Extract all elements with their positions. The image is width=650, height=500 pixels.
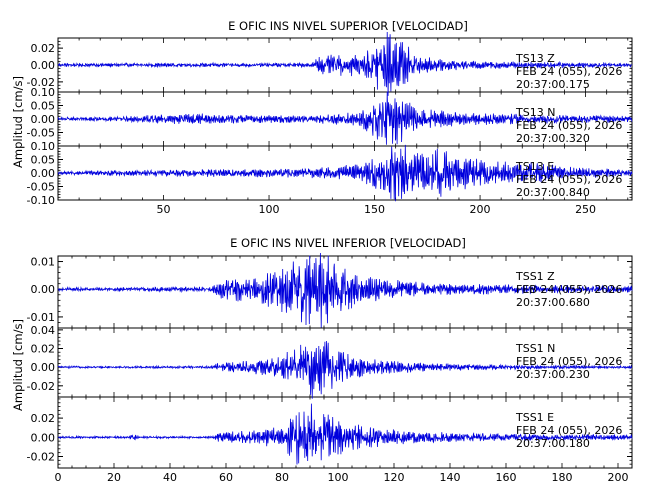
x-tick-label: 100 — [328, 471, 349, 484]
y-tick-label: 0.00 — [31, 113, 56, 126]
y-tick-label: -0.05 — [27, 181, 55, 194]
station-annotation-line: 20:37:00.320 — [516, 132, 590, 145]
y-axis-label-inferior: Amplitud [cm/s] — [11, 319, 25, 411]
station-annotation-line: FEB 24 (055), 2026 — [516, 355, 622, 368]
x-tick-label: 0 — [55, 471, 62, 484]
station-annotation-line: 20:37:00.840 — [516, 186, 590, 199]
station-annotation-line: FEB 24 (055), 2026 — [516, 173, 622, 186]
y-tick-label: 0.00 — [31, 431, 56, 444]
station-annotation-line: TSS1 E — [515, 411, 554, 424]
waveform-trace-ts13-e — [57, 144, 633, 202]
y-tick-label: 0.01 — [31, 256, 56, 269]
x-tick-label: 250 — [575, 203, 596, 216]
x-tick-label: 180 — [552, 471, 573, 484]
y-tick-label: 0.05 — [31, 154, 56, 167]
inferior-axes: -0.01 0.00 0.01 -0.02 0.00 0.02 0.04 -0.02 0.00 0… — [27, 255, 633, 484]
waveform-trace-ts13-n — [57, 91, 633, 145]
y-tick-label: 0.04 — [31, 324, 56, 337]
y-tick-label: 0.00 — [31, 167, 56, 180]
station-annotation-line: 20:37:00.680 — [516, 296, 590, 309]
y-tick-label: 0.10 — [31, 140, 56, 153]
station-annotation-line: FEB 24 (055), 2026 — [516, 283, 622, 296]
station-annotation-line: TS13 Z — [515, 52, 555, 65]
y-tick-label: -0.02 — [27, 380, 55, 393]
x-tick-label: 50 — [157, 203, 171, 216]
x-tick-label: 60 — [219, 471, 233, 484]
y-tick-label: 0.02 — [31, 42, 56, 55]
waveform-trace-tss1-e — [57, 403, 633, 465]
y-tick-label: 0.00 — [31, 283, 56, 296]
station-annotation-line: TS13 E — [515, 160, 554, 173]
waveform-trace-tss1-n — [57, 340, 633, 399]
y-tick-label: 0.10 — [31, 86, 56, 99]
x-tick-label: 150 — [364, 203, 385, 216]
station-annotation-line: 20:37:00.180 — [516, 437, 590, 450]
x-tick-label: 160 — [496, 471, 517, 484]
y-axis-label-superior: Amplitud [cm/s] — [11, 76, 25, 168]
station-annotation-line: TSS1 Z — [515, 270, 555, 283]
station-annotation-line: FEB 24 (055), 2026 — [516, 65, 622, 78]
x-tick-label: 200 — [470, 203, 491, 216]
y-tick-label: -0.01 — [27, 311, 55, 324]
y-tick-label: -0.02 — [27, 450, 55, 463]
station-annotation-line: TSS1 N — [515, 342, 555, 355]
panel-frame-inferior-3 — [57, 396, 633, 469]
chart-title-superior: E OFIC INS NIVEL SUPERIOR [VELOCIDAD] — [228, 19, 468, 33]
x-tick-label: 200 — [608, 471, 629, 484]
y-tick-label: 0.05 — [31, 100, 56, 113]
y-tick-label: -0.10 — [27, 194, 55, 207]
y-tick-label: 0.00 — [31, 59, 56, 72]
chart-title-inferior: E OFIC INS NIVEL INFERIOR [VELOCIDAD] — [230, 236, 466, 250]
waveform-trace-tss1-z — [57, 252, 633, 328]
y-tick-label: -0.02 — [27, 76, 55, 89]
x-tick-label: 80 — [275, 471, 289, 484]
y-tick-label: 0.02 — [31, 412, 56, 425]
y-tick-label: -0.05 — [27, 127, 55, 140]
station-annotation-line: 20:37:00.175 — [516, 78, 590, 91]
station-annotation-line: TS13 N — [515, 106, 555, 119]
x-tick-label: 140 — [440, 471, 461, 484]
station-annotation-line: FEB 24 (055), 2026 — [516, 424, 622, 437]
x-tick-label: 100 — [259, 203, 280, 216]
x-tick-label: 120 — [384, 471, 405, 484]
y-tick-label: 0.02 — [31, 343, 56, 356]
y-tick-label: 0.00 — [31, 361, 56, 374]
x-tick-label: 40 — [163, 471, 177, 484]
station-annotation-line: 20:37:00.230 — [516, 368, 590, 381]
station-annotation-line: FEB 24 (055), 2026 — [516, 119, 622, 132]
x-tick-label: 20 — [107, 471, 121, 484]
waveform-trace-ts13-z — [57, 31, 633, 96]
